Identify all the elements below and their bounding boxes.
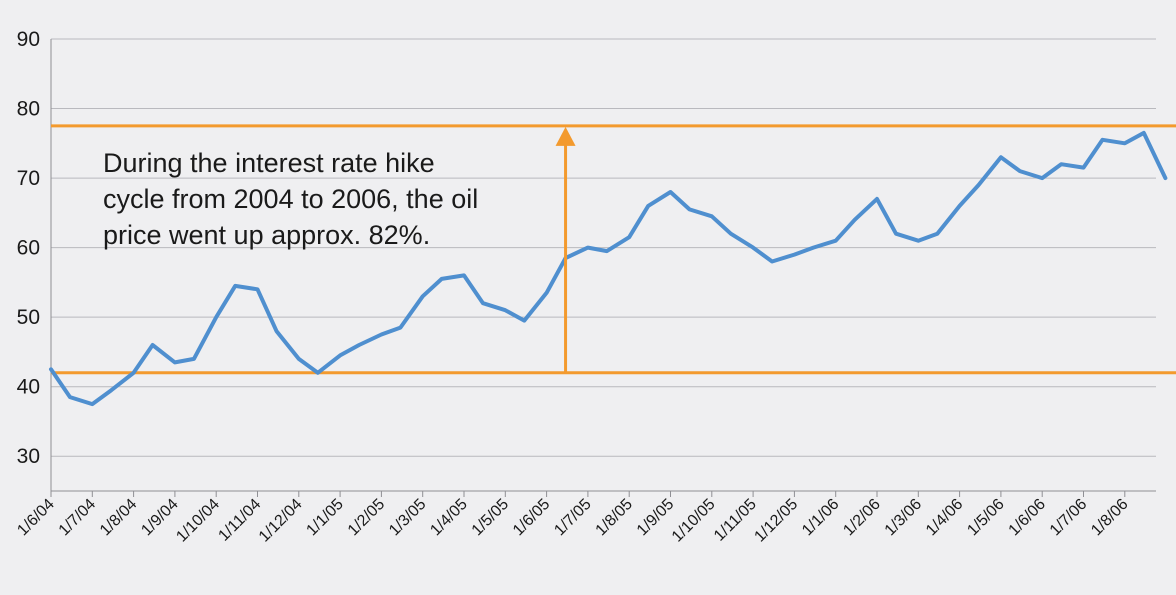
x-tick-label: 1/10/05 [669, 496, 719, 546]
x-tick-label: 1/1/06 [799, 496, 843, 540]
annotation-line-3: price went up approx. 82%. [103, 220, 430, 250]
x-tick-label: 1/8/06 [1088, 496, 1132, 540]
reference-lines [51, 124, 1176, 375]
x-tick-label: 1/6/05 [510, 496, 554, 540]
x-tick-label: 1/7/04 [56, 496, 100, 540]
y-tick-label: 90 [17, 28, 40, 51]
series-group [49, 130, 1168, 407]
grid-lines [51, 38, 1156, 457]
x-tick-label: 1/12/05 [751, 496, 801, 546]
y-tick-label: 70 [17, 167, 40, 190]
x-tick-label: 1/12/04 [256, 496, 306, 546]
x-tick-label: 1/10/04 [173, 496, 223, 546]
x-tick-label: 1/3/06 [882, 496, 926, 540]
y-tick-label: 60 [17, 237, 40, 260]
x-tick-label: 1/7/06 [1047, 496, 1091, 540]
y-tick-label: 80 [17, 98, 40, 121]
x-tick-label: 1/2/05 [345, 496, 389, 540]
x-tick-label: 1/6/06 [1006, 496, 1050, 540]
y-tick-label: 30 [17, 445, 40, 468]
x-tick-label: 1/8/04 [97, 496, 141, 540]
x-tick-label: 1/5/06 [964, 496, 1008, 540]
x-axis: 1/6/041/7/041/8/041/9/041/10/041/11/041/… [14, 490, 1156, 546]
x-tick-label: 1/3/05 [386, 496, 430, 540]
y-tick-label: 40 [17, 376, 40, 399]
x-tick-label: 1/1/05 [303, 496, 347, 540]
x-tick-label: 1/11/04 [215, 496, 264, 545]
y-tick-label: 50 [17, 306, 40, 329]
x-tick-label: 1/2/06 [840, 496, 884, 540]
annotation-line-2: cycle from 2004 to 2006, the oil [103, 184, 478, 214]
x-tick-label: 1/4/05 [427, 496, 471, 540]
arrow-head [555, 126, 576, 146]
x-tick-label: 1/4/06 [923, 496, 967, 540]
increase-arrow [555, 126, 576, 373]
x-tick-label: 1/7/05 [551, 496, 595, 540]
annotation-line-1: During the interest rate hike [103, 148, 435, 178]
x-tick-label: 1/11/05 [711, 496, 760, 545]
y-axis: 30 40 50 60 70 80 90 [17, 28, 52, 491]
x-tick-label: 1/8/05 [593, 496, 637, 540]
x-tick-label: 1/5/05 [469, 496, 513, 540]
x-tick-label: 1/6/04 [14, 496, 58, 540]
